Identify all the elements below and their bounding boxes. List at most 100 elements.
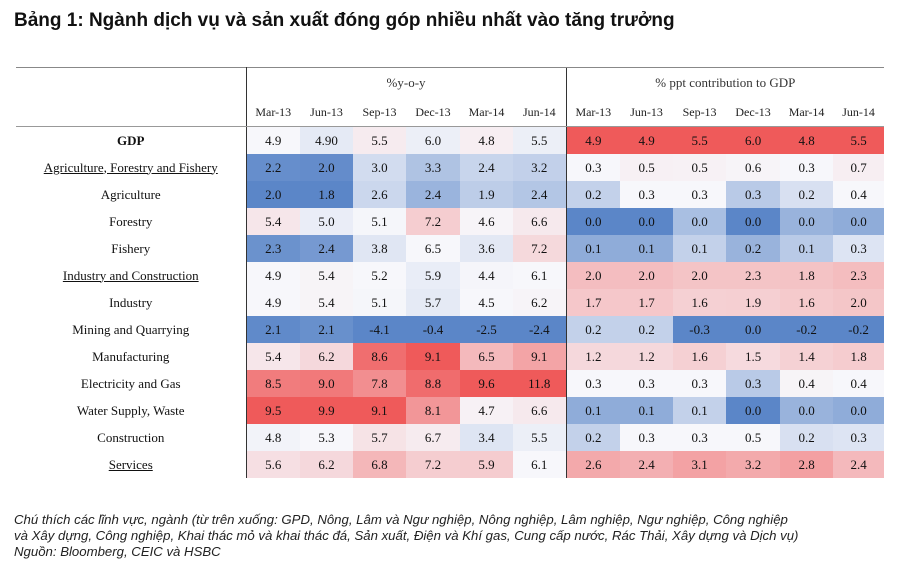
heatmap-cell: 0.1 bbox=[620, 397, 674, 424]
heatmap-cell: 4.9 bbox=[565, 126, 621, 154]
heatmap-cell: 6.0 bbox=[726, 126, 781, 154]
heatmap-cell: 3.8 bbox=[353, 235, 406, 262]
heatmap-cell: 6.6 bbox=[513, 397, 567, 424]
column-header-mar-14: Mar-14 bbox=[460, 98, 513, 127]
row-label: Agriculture bbox=[16, 181, 247, 208]
heatmap-cell: 6.5 bbox=[406, 235, 460, 262]
heatmap-cell: 0.3 bbox=[620, 370, 674, 397]
table-row: GDP 4.9 4.90 5.5 6.0 4.8 5.5 4.9 4.9 5.5 6.0 4.8 5.5 bbox=[16, 126, 885, 154]
heatmap-cell: 1.8 bbox=[300, 181, 353, 208]
heatmap-cell: 5.5 bbox=[673, 126, 727, 154]
table-row: Forestry 5.4 5.0 5.1 7.2 4.6 6.6 0.0 0.0 0.0 0.0 0.… bbox=[16, 208, 885, 235]
caption-line-2: và Xây dựng, Công nghiệp, Khai thác mỏ v… bbox=[14, 528, 799, 543]
heatmap-cell: 2.0 bbox=[620, 262, 674, 289]
heatmap-cell: 6.2 bbox=[300, 343, 353, 370]
heatmap-cell: 4.4 bbox=[460, 262, 513, 289]
heatmap-cell: 5.5 bbox=[513, 126, 567, 154]
heatmap-cell: 9.0 bbox=[300, 370, 353, 397]
heatmap-cell: 0.2 bbox=[726, 235, 781, 262]
column-header-mar-13: Mar-13 bbox=[246, 98, 300, 127]
heatmap-cell: 1.2 bbox=[565, 343, 621, 370]
heatmap-cell: 9.1 bbox=[513, 343, 567, 370]
heatmap-cell: 1.4 bbox=[780, 343, 834, 370]
heatmap-cell: 1.7 bbox=[565, 289, 621, 316]
heatmap-cell: 0.3 bbox=[726, 370, 781, 397]
heatmap-cell: 0.2 bbox=[780, 181, 834, 208]
heatmap-cell: 0.0 bbox=[726, 208, 781, 235]
table-row: Fishery 2.3 2.4 3.8 6.5 3.6 7.2 0.1 0.1 0.1 0.2 0.1… bbox=[16, 235, 885, 262]
table-row: Electricity and Gas 8.5 9.0 7.8 8.8 9.6 11.8 0.… bbox=[16, 370, 885, 397]
heatmap-cell: 1.9 bbox=[726, 289, 781, 316]
heatmap-cell: 2.4 bbox=[460, 154, 513, 181]
heatmap-cell: 0.4 bbox=[833, 181, 885, 208]
heatmap-cell: 4.9 bbox=[246, 126, 300, 154]
heatmap-cell: 0.2 bbox=[565, 181, 621, 208]
column-header-mar-13: Mar-13 bbox=[565, 98, 621, 127]
column-header-mar-14: Mar-14 bbox=[780, 98, 834, 127]
heatmap-cell: 5.4 bbox=[300, 289, 353, 316]
row-label: GDP bbox=[16, 126, 247, 154]
heatmap-cell: 6.5 bbox=[460, 343, 513, 370]
heatmap-cell: 0.1 bbox=[565, 235, 621, 262]
table-row: Services 5.6 6.2 6.8 7.2 5.9 6.1 2.6 2.4 3.1 3.2 2.… bbox=[16, 451, 885, 478]
heatmap-cell: 3.4 bbox=[460, 424, 513, 451]
heatmap-cell: -2.5 bbox=[460, 316, 513, 343]
heatmap-cell: 1.6 bbox=[780, 289, 834, 316]
table-row: Industry 4.9 5.4 5.1 5.7 4.5 6.2 1.7 1.7 1.6 1.9 1.… bbox=[16, 289, 885, 316]
caption: Chú thích các lĩnh vực, ngành (từ trên x… bbox=[14, 512, 904, 560]
heatmap-cell: -0.2 bbox=[780, 316, 834, 343]
header-row-groups: %y-o-y% ppt contribution to GDP bbox=[16, 67, 885, 98]
heatmap-cell: 0.3 bbox=[833, 235, 885, 262]
row-label: Water Supply, Waste bbox=[16, 397, 247, 424]
caption-line-1: Chú thích các lĩnh vực, ngành (từ trên x… bbox=[14, 512, 788, 527]
heatmap-cell: 0.6 bbox=[726, 154, 781, 181]
heatmap-cell: 8.1 bbox=[406, 397, 460, 424]
group-header-0: %y-o-y bbox=[246, 67, 567, 98]
heatmap-cell: 3.6 bbox=[460, 235, 513, 262]
heatmap-cell: 11.8 bbox=[513, 370, 567, 397]
heatmap-cell: 5.0 bbox=[300, 208, 353, 235]
heatmap-cell: 0.7 bbox=[833, 154, 885, 181]
heatmap-cell: 6.7 bbox=[406, 424, 460, 451]
table-row: Agriculture 2.0 1.8 2.6 2.4 1.9 2.4 0.2 0.3 0.3 0.… bbox=[16, 181, 885, 208]
heatmap-cell: 6.1 bbox=[513, 262, 567, 289]
row-label: Construction bbox=[16, 424, 247, 451]
row-label: Manufacturing bbox=[16, 343, 247, 370]
heatmap-cell: 0.1 bbox=[620, 235, 674, 262]
heatmap-cell: 1.6 bbox=[673, 289, 727, 316]
heatmap-cell: 1.9 bbox=[460, 181, 513, 208]
heatmap-cell: 2.2 bbox=[246, 154, 300, 181]
heatmap-cell: 0.2 bbox=[565, 424, 621, 451]
row-label: Agriculture, Forestry and Fishery bbox=[16, 154, 247, 181]
heatmap-cell: 2.8 bbox=[780, 451, 834, 478]
heatmap-cell: 0.4 bbox=[780, 370, 834, 397]
heatmap-cell: 2.0 bbox=[300, 154, 353, 181]
heatmap-cell: 0.3 bbox=[673, 370, 727, 397]
heatmap-cell: 2.3 bbox=[833, 262, 885, 289]
heatmap-cell: 2.4 bbox=[833, 451, 885, 478]
heatmap-cell: 1.6 bbox=[673, 343, 727, 370]
heatmap-cell: 0.3 bbox=[833, 424, 885, 451]
heatmap-cell: -0.3 bbox=[673, 316, 727, 343]
heatmap-cell: 8.8 bbox=[406, 370, 460, 397]
header-corner bbox=[16, 67, 247, 98]
column-header-jun-14: Jun-14 bbox=[513, 98, 567, 127]
heatmap-cell: 5.4 bbox=[246, 343, 300, 370]
heatmap-cell: 4.8 bbox=[780, 126, 834, 154]
heatmap-cell: 0.2 bbox=[780, 424, 834, 451]
heatmap-cell: 7.2 bbox=[406, 208, 460, 235]
heatmap-cell: 0.0 bbox=[673, 208, 727, 235]
heatmap-cell: 0.3 bbox=[726, 181, 781, 208]
heatmap-cell: 5.4 bbox=[246, 208, 300, 235]
heatmap-cell: 8.6 bbox=[353, 343, 406, 370]
header-row-columns: Mar-13 Jun-13 Sep-13 Dec-13 Mar-14 Jun-14 Mar-… bbox=[16, 98, 885, 127]
heatmap-cell: 3.2 bbox=[513, 154, 567, 181]
column-header-jun-14: Jun-14 bbox=[833, 98, 885, 127]
header-corner-2 bbox=[16, 98, 247, 127]
column-header-jun-13: Jun-13 bbox=[300, 98, 353, 127]
heatmap-cell: 4.5 bbox=[460, 289, 513, 316]
heatmap-cell: 2.1 bbox=[300, 316, 353, 343]
column-header-sep-13: Sep-13 bbox=[353, 98, 406, 127]
table-row: Construction 4.8 5.3 5.7 6.7 3.4 5.5 0.2 0.3 0.3 0… bbox=[16, 424, 885, 451]
heatmap-cell: 4.8 bbox=[460, 126, 513, 154]
